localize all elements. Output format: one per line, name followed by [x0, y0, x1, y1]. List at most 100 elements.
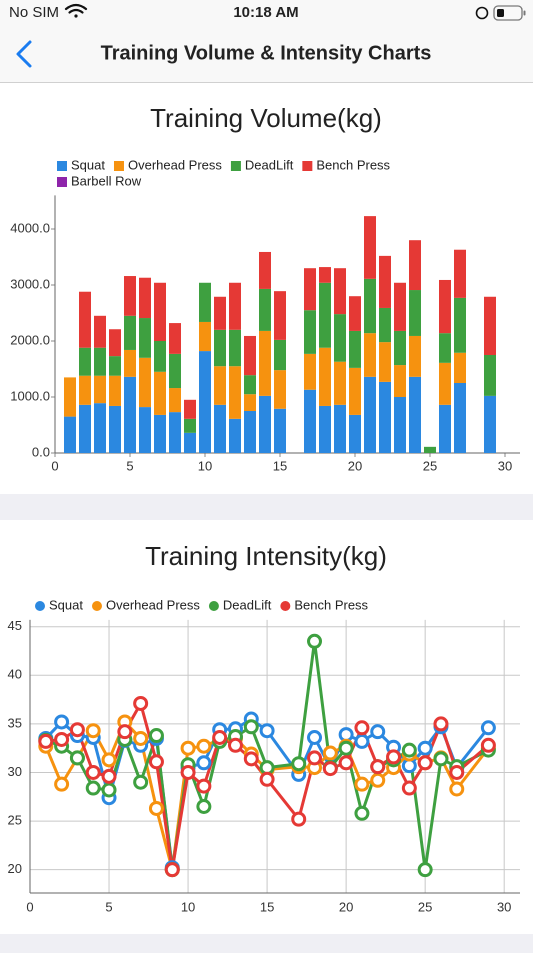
- y-tick-label: 2000.0: [10, 332, 50, 347]
- bar-segment: [274, 408, 286, 453]
- bar-segment: [184, 418, 196, 433]
- point: [196, 738, 212, 754]
- point: [354, 805, 370, 821]
- bar-segment: [229, 329, 241, 367]
- legend-label: Barbell Row: [71, 173, 142, 188]
- bar-segment: [244, 411, 256, 453]
- bar-segment: [439, 404, 451, 453]
- bar-segment: [259, 330, 271, 396]
- point: [85, 780, 101, 796]
- point: [433, 716, 449, 732]
- point: [196, 755, 212, 771]
- bar-segment: [94, 315, 106, 348]
- legend-swatch: [35, 601, 45, 611]
- header-bg: [0, 0, 533, 82]
- legend-label: Bench Press: [316, 157, 390, 172]
- bar-segment: [169, 323, 181, 354]
- point: [101, 768, 117, 784]
- bar-segment: [349, 367, 361, 415]
- point: [117, 724, 133, 740]
- x-tick-label: 0: [26, 899, 33, 914]
- point: [148, 800, 164, 816]
- bar-segment: [319, 282, 331, 348]
- x-tick-label: 0: [51, 458, 58, 473]
- point: [69, 750, 85, 766]
- bar-segment: [349, 414, 361, 453]
- bar-segment: [364, 278, 376, 334]
- bar-segment: [184, 432, 196, 453]
- bar-segment: [229, 366, 241, 419]
- point: [401, 742, 417, 758]
- bar-segment: [394, 397, 406, 453]
- y-tick-label: 4000.0: [10, 220, 50, 235]
- bar-segment: [214, 366, 226, 405]
- y-tick-label: 0.0: [32, 444, 50, 459]
- point: [370, 772, 386, 788]
- y-tick-label: 30: [8, 764, 22, 779]
- bar-segment: [454, 352, 466, 383]
- x-tick-label: 30: [498, 458, 512, 473]
- legend-label: Squat: [71, 157, 105, 172]
- point: [212, 729, 228, 745]
- x-tick-label: 25: [423, 458, 437, 473]
- bar-segment: [334, 314, 346, 362]
- point: [243, 751, 259, 767]
- back-button[interactable]: [16, 40, 32, 68]
- bar-segment: [334, 268, 346, 315]
- point: [101, 782, 117, 798]
- bar-segment: [154, 341, 166, 372]
- point: [243, 719, 259, 735]
- bar-segment: [334, 361, 346, 405]
- bar-segment: [349, 330, 361, 368]
- bar-segment: [394, 365, 406, 397]
- y-tick-label: 3000.0: [10, 276, 50, 291]
- point: [38, 733, 54, 749]
- point: [180, 764, 196, 780]
- point: [133, 774, 149, 790]
- bar-segment: [409, 290, 421, 336]
- x-tick-label: 5: [105, 899, 112, 914]
- bar-segment: [154, 371, 166, 415]
- chart-title: Training Intensity(kg): [145, 541, 387, 571]
- bar-segment: [79, 291, 91, 348]
- point: [180, 740, 196, 756]
- point: [133, 730, 149, 746]
- point: [291, 811, 307, 827]
- bar-segment: [484, 355, 496, 396]
- bar-segment: [379, 307, 391, 343]
- y-tick-label: 45: [8, 618, 22, 633]
- bar-segment: [304, 310, 316, 354]
- bar-segment: [379, 255, 391, 308]
- bar-segment: [364, 376, 376, 453]
- bar-segment: [319, 347, 331, 406]
- bar-segment: [364, 333, 376, 377]
- bar-segment: [154, 282, 166, 341]
- point: [69, 722, 85, 738]
- bar-segment: [229, 282, 241, 330]
- bar-segment: [409, 240, 421, 291]
- point: [148, 754, 164, 770]
- bar-segment: [139, 407, 151, 453]
- bar-segment: [124, 349, 136, 377]
- bar-segment: [274, 370, 286, 409]
- point: [354, 733, 370, 749]
- bar-segment: [274, 291, 286, 340]
- point: [54, 714, 70, 730]
- x-tick-label: 15: [273, 458, 287, 473]
- bar-segment: [79, 404, 91, 453]
- wifi-icon: [64, 3, 88, 18]
- point: [322, 761, 338, 777]
- legend-label: Squat: [49, 597, 83, 612]
- point: [307, 633, 323, 649]
- y-tick-label: 1000.0: [10, 388, 50, 403]
- bar-segment: [229, 418, 241, 453]
- bar-segment: [244, 394, 256, 411]
- point: [417, 862, 433, 878]
- bar-segment: [424, 446, 436, 453]
- bar-segment: [364, 216, 376, 279]
- point: [322, 745, 338, 761]
- point: [354, 776, 370, 792]
- bar-segment: [439, 279, 451, 334]
- x-tick-label: 30: [497, 899, 511, 914]
- bar-segment: [304, 353, 316, 390]
